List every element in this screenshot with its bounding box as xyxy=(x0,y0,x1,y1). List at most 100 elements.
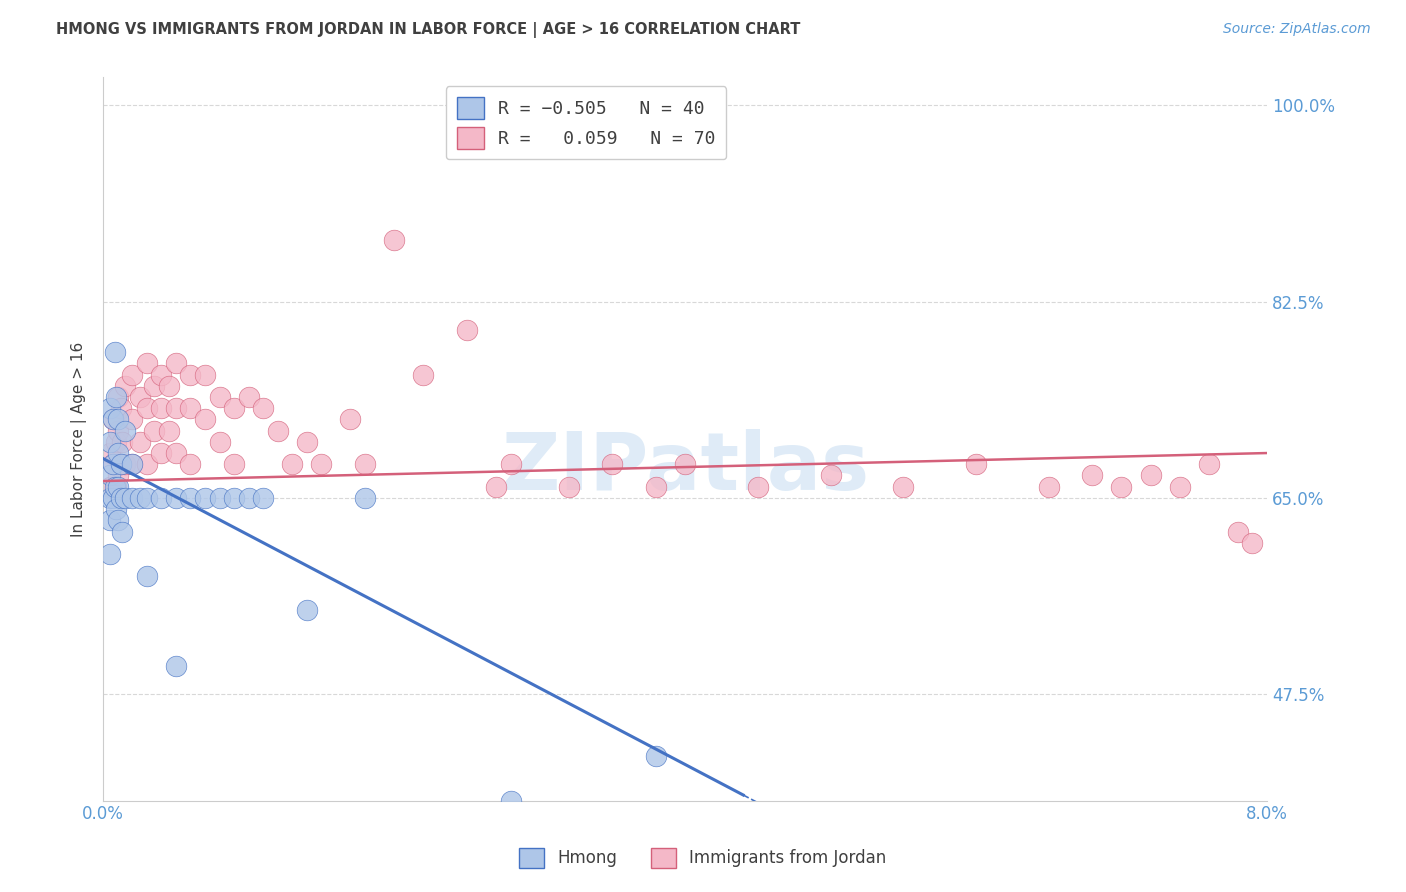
Point xyxy=(1111,480,1133,494)
Point xyxy=(1198,457,1220,471)
Point xyxy=(107,480,129,494)
Point xyxy=(673,457,696,471)
Point xyxy=(128,390,150,404)
Point xyxy=(105,502,128,516)
Point xyxy=(165,356,187,370)
Point xyxy=(104,480,127,494)
Point xyxy=(100,446,122,460)
Point xyxy=(165,659,187,673)
Point xyxy=(382,233,405,247)
Point xyxy=(135,491,157,505)
Point xyxy=(103,412,125,426)
Point xyxy=(100,401,122,416)
Point xyxy=(252,401,274,416)
Point xyxy=(208,390,231,404)
Point xyxy=(499,457,522,471)
Point xyxy=(456,323,478,337)
Point xyxy=(1226,524,1249,539)
Point xyxy=(645,748,668,763)
Point xyxy=(499,794,522,808)
Point xyxy=(194,412,217,426)
Point xyxy=(891,480,914,494)
Point xyxy=(281,457,304,471)
Point xyxy=(110,491,132,505)
Point xyxy=(110,457,132,471)
Point xyxy=(107,468,129,483)
Point xyxy=(1139,468,1161,483)
Point xyxy=(100,491,122,505)
Point xyxy=(150,368,173,382)
Point xyxy=(1241,535,1264,549)
Y-axis label: In Labor Force | Age > 16: In Labor Force | Age > 16 xyxy=(72,342,87,537)
Point xyxy=(100,480,122,494)
Text: HMONG VS IMMIGRANTS FROM JORDAN IN LABOR FORCE | AGE > 16 CORRELATION CHART: HMONG VS IMMIGRANTS FROM JORDAN IN LABOR… xyxy=(56,22,800,38)
Point xyxy=(107,390,129,404)
Point xyxy=(103,412,125,426)
Text: Source: ZipAtlas.com: Source: ZipAtlas.com xyxy=(1223,22,1371,37)
Point xyxy=(103,457,125,471)
Point xyxy=(820,468,842,483)
Point xyxy=(121,368,143,382)
Point xyxy=(107,513,129,527)
Point xyxy=(165,491,187,505)
Point xyxy=(1081,468,1104,483)
Point xyxy=(114,491,136,505)
Point xyxy=(105,390,128,404)
Point xyxy=(105,480,128,494)
Point xyxy=(208,434,231,449)
Point xyxy=(165,401,187,416)
Point xyxy=(267,424,290,438)
Point xyxy=(165,446,187,460)
Point xyxy=(100,468,122,483)
Point xyxy=(100,547,122,561)
Point xyxy=(121,412,143,426)
Point xyxy=(107,446,129,460)
Point xyxy=(104,345,127,359)
Point xyxy=(157,378,180,392)
Point xyxy=(602,457,624,471)
Point xyxy=(179,401,201,416)
Point xyxy=(105,434,128,449)
Point xyxy=(238,491,260,505)
Legend: R = −0.505   N = 40, R =   0.059   N = 70: R = −0.505 N = 40, R = 0.059 N = 70 xyxy=(446,87,727,160)
Text: ZIPatlas: ZIPatlas xyxy=(501,429,869,507)
Point xyxy=(295,434,318,449)
Point xyxy=(224,491,246,505)
Point xyxy=(339,412,361,426)
Point xyxy=(107,412,129,426)
Point xyxy=(412,368,434,382)
Point xyxy=(143,378,166,392)
Point xyxy=(354,457,377,471)
Point xyxy=(208,491,231,505)
Point xyxy=(111,524,134,539)
Point xyxy=(354,491,377,505)
Point xyxy=(1038,480,1060,494)
Point xyxy=(179,457,201,471)
Legend: Hmong, Immigrants from Jordan: Hmong, Immigrants from Jordan xyxy=(513,841,893,875)
Point xyxy=(194,368,217,382)
Point xyxy=(252,491,274,505)
Point xyxy=(135,401,157,416)
Point xyxy=(179,491,201,505)
Point xyxy=(107,424,129,438)
Point xyxy=(150,446,173,460)
Point xyxy=(311,457,333,471)
Point xyxy=(135,356,157,370)
Point xyxy=(965,457,987,471)
Point xyxy=(121,457,143,471)
Point xyxy=(150,491,173,505)
Point xyxy=(557,480,579,494)
Point xyxy=(157,424,180,438)
Point xyxy=(128,434,150,449)
Point xyxy=(110,401,132,416)
Point xyxy=(111,434,134,449)
Point xyxy=(485,480,508,494)
Point xyxy=(121,491,143,505)
Point xyxy=(1168,480,1191,494)
Point xyxy=(135,569,157,583)
Point xyxy=(150,401,173,416)
Point xyxy=(194,491,217,505)
Point xyxy=(135,457,157,471)
Point xyxy=(114,424,136,438)
Point xyxy=(103,491,125,505)
